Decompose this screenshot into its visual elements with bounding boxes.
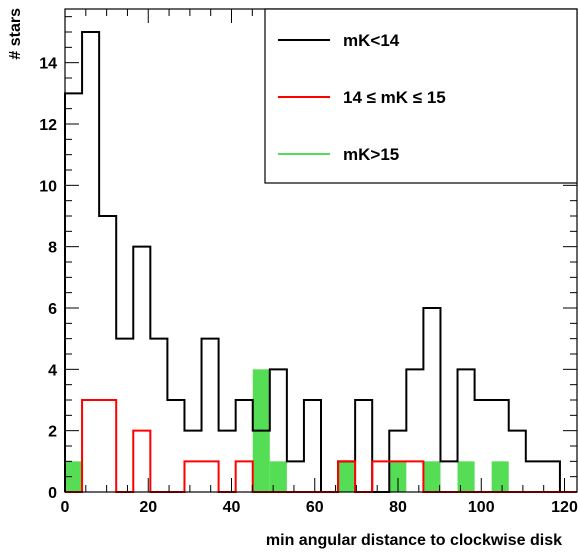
x-tick-label: 40 (223, 499, 241, 516)
y-tick-label: 14 (39, 56, 57, 73)
histogram-bar-mk-gt-15 (65, 461, 83, 492)
histogram-bar-mk-gt-15 (338, 461, 356, 492)
x-tick-label: 100 (468, 499, 495, 516)
y-tick-label: 12 (39, 117, 57, 134)
histogram-bar-mk-gt-15 (423, 461, 441, 492)
x-tick-label: 80 (389, 499, 407, 516)
y-tick-label: 8 (48, 240, 57, 257)
x-tick-label: 20 (139, 499, 157, 516)
histogram-bar-mk-gt-15 (491, 461, 509, 492)
histogram-line-mk-lt-14 (64, 31, 577, 493)
x-tick-label: 0 (61, 499, 70, 516)
histogram-bar-mk-gt-15 (269, 461, 287, 492)
x-axis-label: min angular distance to clockwise disk (266, 532, 562, 549)
axis-ticks-layer: 0 20 40 60 80 100 120 0 2 4 6 8 10 12 14 (39, 9, 578, 516)
x-tick-label: 60 (306, 499, 324, 516)
filled-bars-layer (65, 369, 509, 492)
histogram-bar-mk-gt-15 (457, 461, 475, 492)
y-tick-label: 4 (48, 362, 57, 379)
y-tick-label: 6 (48, 301, 57, 318)
x-tick-label: 120 (551, 499, 578, 516)
y-tick-label: 0 (48, 485, 57, 502)
legend-label: mK<14 (343, 31, 400, 50)
y-tick-label: 2 (48, 424, 57, 441)
histogram-bar-mk-gt-15 (389, 461, 407, 492)
y-tick-label: 10 (39, 178, 57, 195)
legend-label: mK>15 (343, 145, 399, 164)
y-axis-label: # stars (7, 8, 24, 60)
legend-label: 14 ≤ mK ≤ 15 (343, 88, 446, 107)
legend: mK<14 14 ≤ mK ≤ 15 mK>15 (264, 8, 578, 184)
